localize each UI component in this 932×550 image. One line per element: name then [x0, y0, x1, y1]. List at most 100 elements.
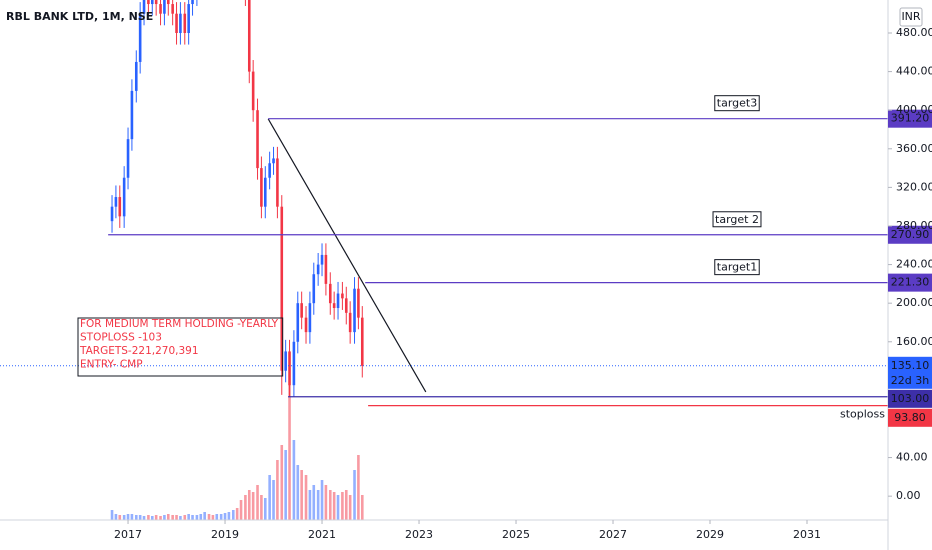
- price-badge-label: 391.20: [891, 112, 930, 125]
- volume-bar: [219, 514, 223, 520]
- candle-body: [357, 288, 360, 318]
- candle-body: [341, 293, 344, 299]
- volume-bar: [284, 450, 287, 520]
- note-line: ENTRY- CMP: [80, 359, 143, 371]
- candle-body: [344, 298, 348, 313]
- volume-bar: [312, 485, 316, 520]
- candle-body: [348, 312, 352, 333]
- price-badge-label: 135.10: [891, 359, 930, 372]
- volume-bar: [114, 514, 118, 520]
- candle-body: [292, 341, 296, 386]
- volume-bar: [154, 515, 158, 520]
- volume-bar: [357, 455, 360, 520]
- volume-bar: [163, 515, 166, 520]
- candle-body: [272, 158, 275, 164]
- candle-body: [187, 4, 190, 34]
- candle-body: [336, 293, 340, 309]
- level-name-box: [714, 259, 760, 276]
- candle-body: [166, 0, 170, 5]
- volume-bar: [244, 495, 247, 520]
- candle-body: [179, 13, 182, 34]
- candle-body: [138, 13, 142, 62]
- y-tick-label: 360.00: [896, 142, 932, 155]
- x-tick-label: 2023: [405, 528, 433, 541]
- volume-bar: [304, 475, 308, 520]
- volume-bar: [239, 500, 243, 520]
- x-tick-label: 2027: [599, 528, 627, 541]
- volume-bar: [122, 515, 126, 520]
- volume-bar: [231, 510, 235, 520]
- candle-body: [251, 71, 255, 111]
- volume-bar: [292, 440, 296, 520]
- candle-body: [312, 274, 316, 304]
- price-badge-label: 93.80: [894, 411, 926, 424]
- candle-body: [288, 351, 291, 386]
- volume-bar: [276, 460, 279, 520]
- price-badge: [888, 356, 932, 389]
- candle-body: [147, 0, 150, 5]
- candle-body: [276, 158, 279, 207]
- volume-bar: [251, 492, 255, 520]
- candle-body: [260, 168, 263, 207]
- candle-body: [171, 4, 174, 14]
- candle-body: [284, 351, 287, 371]
- candle-body: [308, 303, 312, 333]
- volume-bar: [147, 515, 150, 520]
- volume-bar: [211, 515, 215, 520]
- volume-bar: [341, 492, 344, 520]
- volume-bar: [118, 515, 122, 520]
- volume-bar: [268, 475, 271, 520]
- level-name-box: [714, 95, 760, 112]
- candle-body: [263, 177, 267, 207]
- candle-body: [126, 139, 130, 178]
- volume-bar: [203, 512, 206, 520]
- y-tick-label: 240.00: [896, 258, 932, 271]
- volume-bar: [316, 490, 320, 520]
- volume-bar: [360, 495, 364, 520]
- level-name: target1: [717, 261, 757, 274]
- volume-bar: [247, 490, 251, 520]
- volume-bar: [260, 495, 263, 520]
- y-tick-label: 0.00: [896, 489, 921, 502]
- level-name: target3: [717, 97, 757, 110]
- level-name-box: [712, 211, 762, 228]
- overlay: target3 target 2 target1 stoploss 391.20 270.…: [77, 95, 932, 427]
- candle-body: [328, 283, 332, 304]
- x-tick-label: 2031: [793, 528, 821, 541]
- price-countdown: 22d 3h: [891, 374, 929, 387]
- volume-bar: [166, 514, 170, 520]
- y-tick-label: 480.00: [896, 26, 932, 39]
- volume-bar: [336, 495, 340, 520]
- volume-bar: [348, 495, 352, 520]
- volume-bar: [320, 480, 324, 520]
- chart-title: RBL BANK LTD, 1M, NSE: [6, 10, 153, 23]
- volume-bar: [150, 516, 154, 520]
- currency-box[interactable]: [899, 7, 923, 27]
- candle-body: [304, 317, 308, 333]
- candle-body: [175, 13, 178, 34]
- volume-bar: [328, 490, 332, 520]
- volume-bar: [353, 470, 356, 520]
- candle-body: [256, 110, 259, 169]
- candle-body: [163, 0, 166, 14]
- candle-body: [183, 13, 187, 34]
- volume-bar: [300, 470, 303, 520]
- volume-bar: [296, 465, 300, 520]
- candle-body: [154, 0, 158, 5]
- y-tick-label: 440.00: [896, 65, 932, 78]
- x-tick-label: 2025: [502, 528, 530, 541]
- price-badge-label: 270.90: [891, 228, 930, 241]
- volume-bar: [142, 516, 146, 520]
- volume-bar: [195, 515, 199, 520]
- candle-body: [316, 264, 320, 275]
- volume-bar: [134, 515, 138, 520]
- volume-bar: [126, 514, 130, 520]
- level-name: stoploss: [840, 408, 885, 421]
- y-tick-label: 320.00: [896, 180, 932, 193]
- candle-body: [118, 197, 122, 217]
- price-badge: [888, 408, 932, 427]
- volume-bar: [344, 490, 348, 520]
- candle-body: [320, 254, 324, 265]
